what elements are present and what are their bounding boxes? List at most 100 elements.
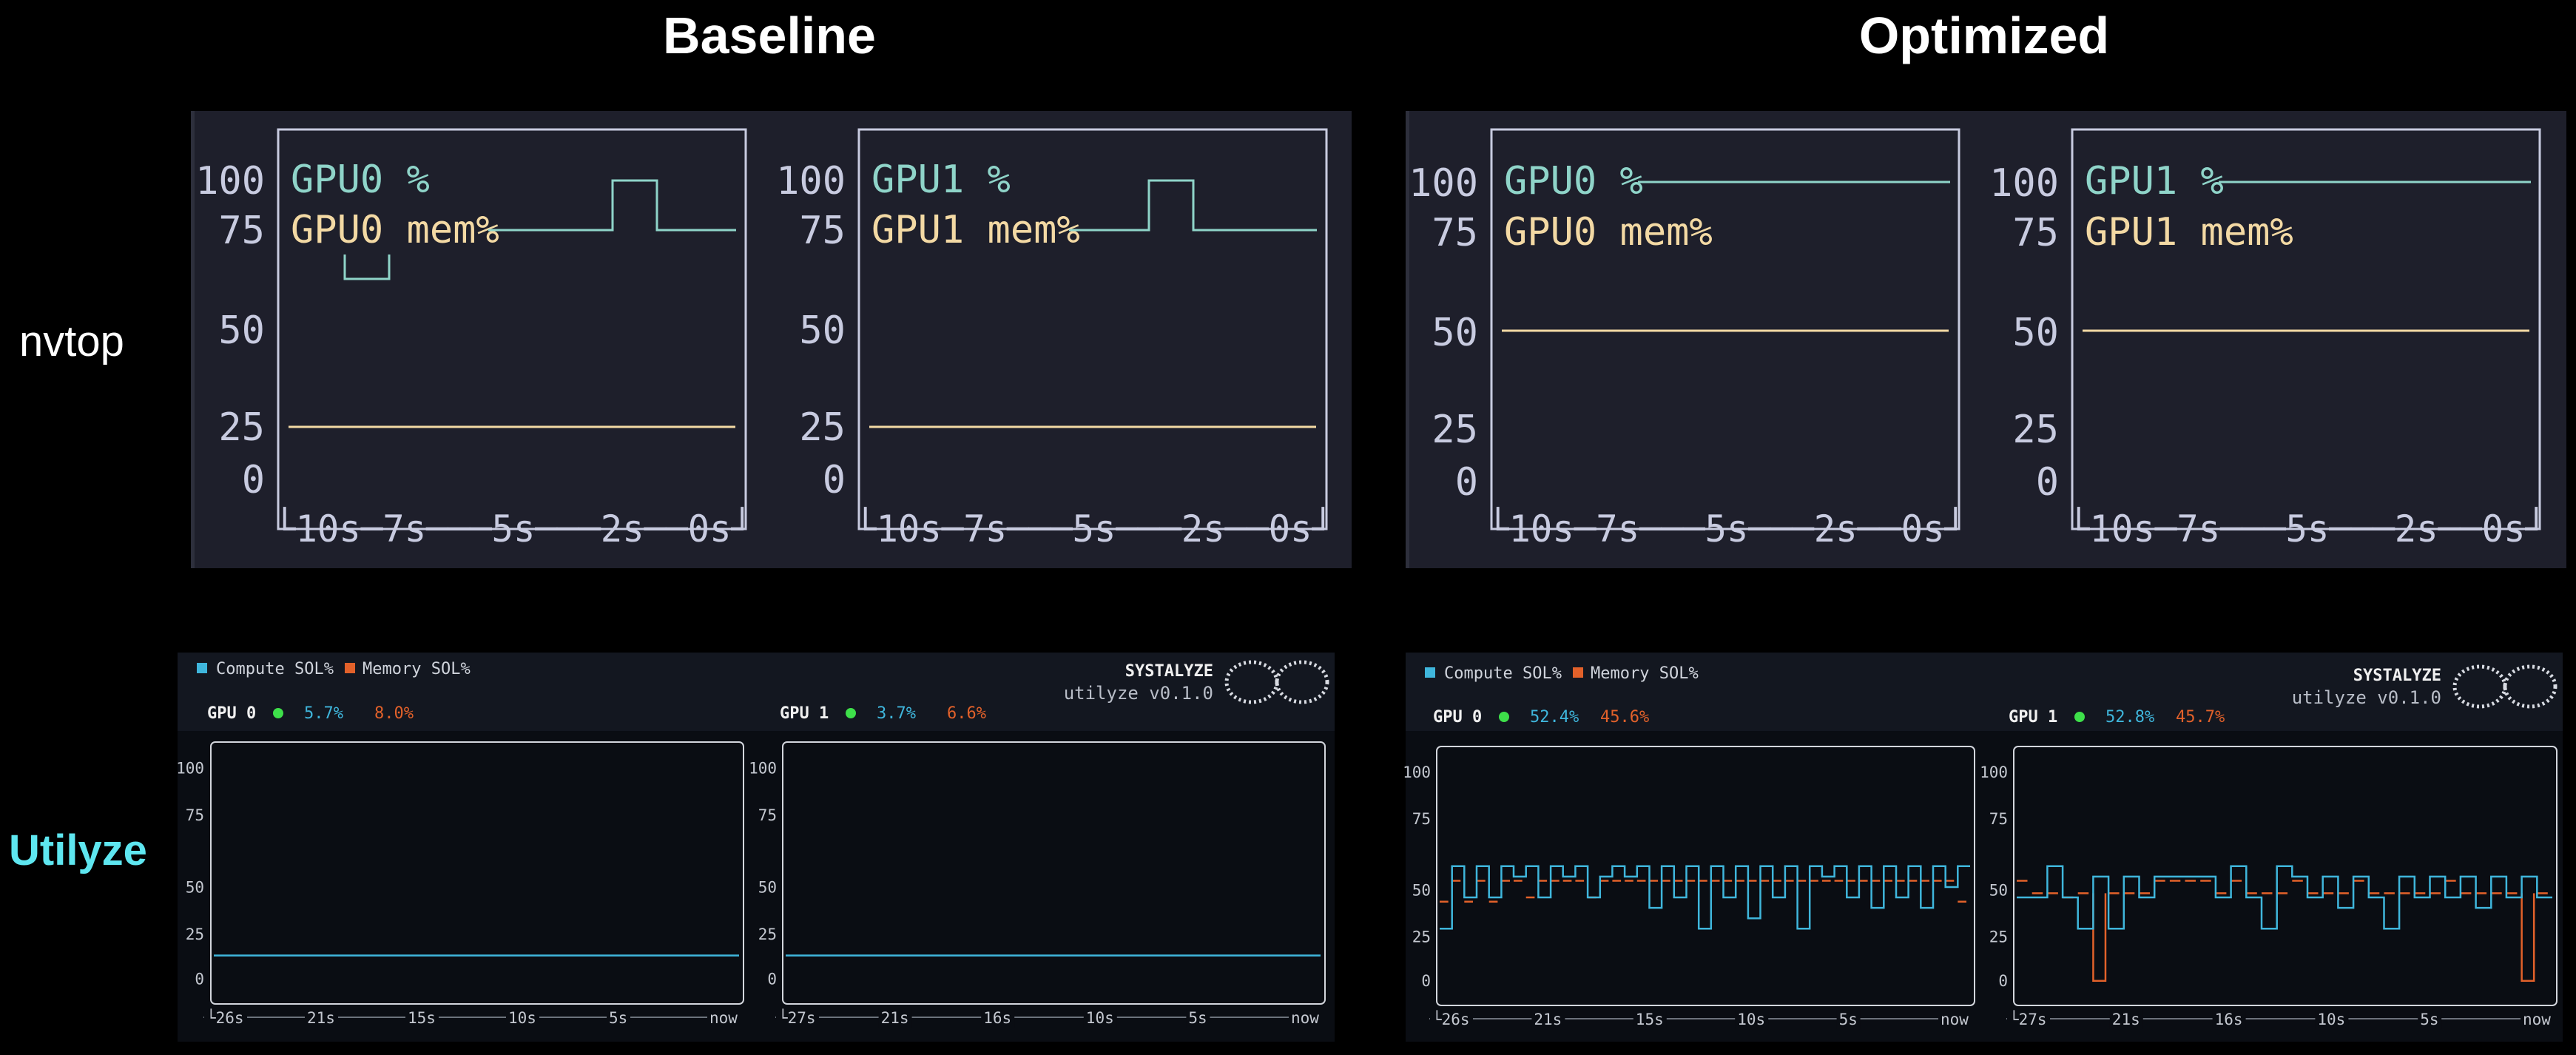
nvtop-y-tick-0: 0 — [2036, 460, 2059, 505]
utilyze-x-tick-bg-3 — [506, 1008, 539, 1028]
legend-compute-swatch-0 — [197, 663, 207, 673]
brand-0: SYSTALYZE — [1125, 662, 1213, 681]
utilyze-y-tick-25: 25 — [186, 926, 204, 943]
utilyze-y-tick-100: 100 — [749, 759, 777, 777]
nvtop-y-tick-50: 50 — [2012, 311, 2059, 355]
utilyze-y-tick-25: 25 — [1989, 928, 2008, 946]
utilyze-x-tick-2: 15s — [408, 1009, 436, 1027]
utilyze-compute-value-1: 3.7% — [877, 704, 916, 723]
nvtop-y-tick-100: 100 — [1989, 161, 2059, 206]
utilyze-y-tick-100: 100 — [1980, 764, 2008, 781]
utilyze-x-tick-bg-4 — [607, 1008, 630, 1028]
utilyze-status-dot-0 — [273, 708, 283, 718]
nvtop-frame-0 — [277, 128, 747, 530]
nvtop-x-axis-0: └10s─7s───5s───2s──0s┘ — [274, 507, 753, 550]
nvtop-gpu-line-0 — [488, 179, 736, 232]
nvtop-y-tick-75: 75 — [799, 209, 846, 253]
column-title-optimized: Optimized — [1858, 7, 2110, 64]
utilyze-x-tick-3: 10s — [1737, 1011, 1765, 1028]
nvtop-mem-label-0: GPU0 mem% — [291, 208, 499, 252]
utilyze-x-tick-bg-1 — [305, 1008, 338, 1028]
logo-right-1 — [2503, 664, 2558, 709]
nvtop-y-tick-75: 75 — [1432, 211, 1478, 255]
utilyze-x-tick-bg-4 — [1186, 1008, 1210, 1028]
utilyze-x-tick-5: now — [2523, 1011, 2551, 1028]
utilyze-x-tick-0: └27s — [2009, 1010, 2047, 1028]
column-title-baseline: Baseline — [663, 7, 876, 64]
utilyze-x-tick-0: └26s — [206, 1008, 244, 1027]
logo-right-0 — [1275, 660, 1329, 704]
utilyze-y-tick-0: 0 — [1421, 972, 1431, 990]
utilyze-x-tick-bg-5 — [1938, 1010, 1972, 1029]
utilyze-y-tick-75: 75 — [1989, 810, 2008, 828]
nvtop-y-tick-0: 0 — [1455, 460, 1478, 505]
logo-left-1 — [2452, 664, 2507, 709]
utilyze-x-tick-bg-2 — [981, 1008, 1015, 1028]
nvtop-frame-3 — [2071, 128, 2541, 530]
utilyze-x-tick-2: 16s — [983, 1009, 1011, 1027]
nvtop-y-tick-50: 50 — [1432, 311, 1478, 355]
row-label-nvtop: nvtop — [19, 317, 124, 365]
utilyze-frame-1 — [782, 741, 1326, 1005]
nvtop-y-tick-100: 100 — [1409, 161, 1478, 206]
utilyze-y-tick-50: 50 — [1412, 881, 1431, 899]
utilyze-y-tick-50: 50 — [186, 878, 204, 896]
nvtop-y-tick-25: 25 — [218, 405, 265, 450]
utilyze-x-tick-bg-4 — [2418, 1010, 2442, 1029]
utilyze-x-tick-bg-1 — [2109, 1010, 2143, 1029]
row-label-utilyze: Utilyze — [9, 826, 147, 874]
brand-1: SYSTALYZE — [2353, 667, 2441, 685]
utilyze-y-tick-75: 75 — [186, 806, 204, 824]
utilyze-x-tick-2: 16s — [2215, 1011, 2243, 1028]
utilyze-x-tick-5: now — [1941, 1011, 1969, 1028]
utilyze-y-tick-0: 0 — [1998, 972, 2008, 990]
nvtop-mem-label-3: GPU1 mem% — [2085, 210, 2293, 255]
utilyze-x-tick-4: 5s — [1188, 1009, 1207, 1027]
nvtop-y-tick-50: 50 — [218, 309, 265, 353]
nvtop-y-tick-0: 0 — [823, 458, 846, 502]
utilyze-y-tick-75: 75 — [1412, 810, 1431, 828]
utilyze-window-optimized — [1406, 653, 2563, 1042]
utilyze-x-tick-bg-1 — [878, 1008, 912, 1028]
nvtop-y-tick-75: 75 — [218, 209, 265, 253]
utilyze-gpu-label-3: GPU 1 — [2009, 708, 2057, 727]
legend-memory-swatch-0 — [345, 663, 355, 673]
utilyze-x-tick-bg-4 — [1836, 1010, 1861, 1029]
utilyze-memory-value-2: 45.6% — [1600, 708, 1649, 727]
nvtop-frame-2 — [1490, 128, 1960, 530]
utilyze-x-tick-bg-0 — [1430, 1010, 1473, 1029]
utilyze-memory-spike-33 — [2521, 893, 2535, 982]
utilyze-x-tick-bg-0 — [2007, 1010, 2050, 1029]
utilyze-x-tick-2: 15s — [1636, 1011, 1664, 1028]
utilyze-memory-value-1: 6.6% — [947, 704, 986, 723]
utilyze-y-tick-25: 25 — [758, 926, 777, 943]
nvtop-y-tick-25: 25 — [799, 405, 846, 450]
nvtop-gpu-label-2: GPU0 % — [1504, 159, 1643, 203]
version-0: utilyze v0.1.0 — [1064, 683, 1213, 704]
utilyze-x-tick-bg-2 — [405, 1008, 439, 1028]
utilyze-x-tick-3: 10s — [2317, 1011, 2345, 1028]
nvtop-y-tick-75: 75 — [2012, 211, 2059, 255]
utilyze-window-baseline — [178, 653, 1335, 1042]
utilyze-x-tick-4: 5s — [609, 1009, 627, 1027]
utilyze-x-tick-0: └26s — [1432, 1010, 1470, 1028]
utilyze-x-tick-bg-0 — [776, 1008, 819, 1028]
utilyze-y-tick-0: 0 — [195, 970, 204, 988]
nvtop-y-tick-100: 100 — [776, 159, 846, 203]
utilyze-gpu-label-2: GPU 0 — [1433, 708, 1482, 727]
utilyze-memory-value-3: 45.7% — [2176, 708, 2225, 727]
nvtop-gpu-label-3: GPU1 % — [2085, 159, 2224, 203]
utilyze-y-tick-25: 25 — [1412, 928, 1431, 946]
utilyze-x-tick-4: 5s — [1839, 1011, 1858, 1028]
utilyze-x-tick-1: 21s — [307, 1009, 335, 1027]
utilyze-y-tick-50: 50 — [758, 878, 777, 896]
utilyze-x-tick-bg-2 — [2212, 1010, 2246, 1029]
utilyze-frame-0 — [210, 741, 744, 1005]
utilyze-compute-value-0: 5.7% — [304, 704, 343, 723]
utilyze-x-tick-bg-5 — [1289, 1008, 1322, 1028]
nvtop-frame-1 — [857, 128, 1328, 530]
utilyze-x-tick-3: 10s — [508, 1009, 536, 1027]
utilyze-x-tick-bg-5 — [707, 1008, 741, 1028]
utilyze-y-tick-75: 75 — [758, 806, 777, 824]
utilyze-frame-2 — [1436, 746, 1975, 1006]
